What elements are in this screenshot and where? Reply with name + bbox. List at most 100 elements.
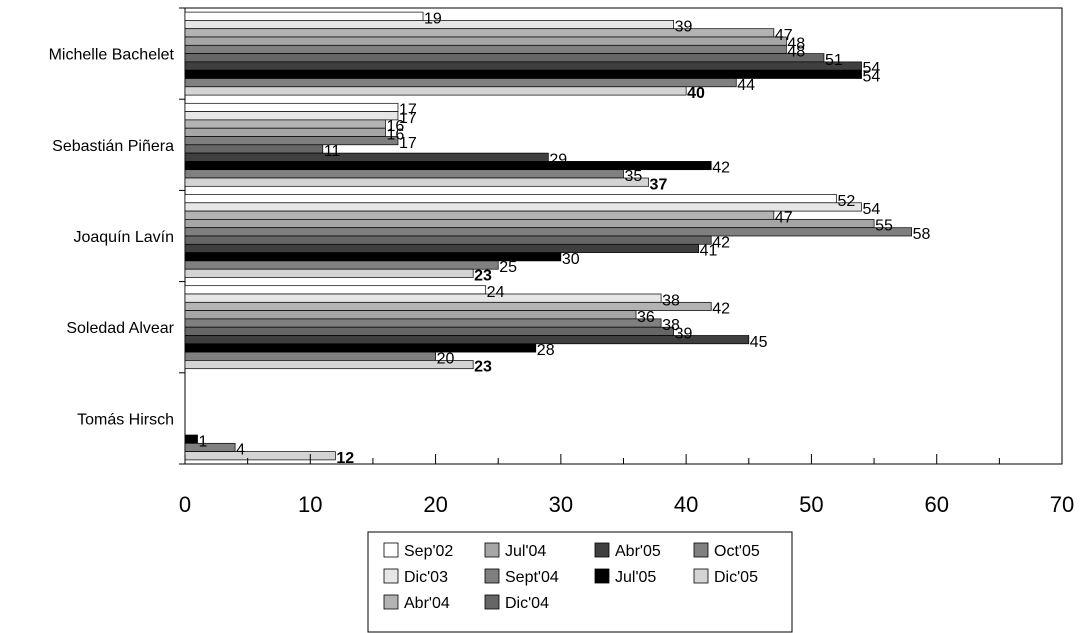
- data-label: 39: [675, 19, 693, 36]
- legend-label: Jul'05: [615, 569, 656, 586]
- x-tick-label: 70: [1050, 492, 1074, 517]
- data-label: 37: [650, 176, 668, 193]
- bar: [184, 310, 637, 320]
- legend-box: [367, 531, 793, 633]
- bar: [184, 351, 436, 361]
- bar: [184, 69, 862, 79]
- data-label: 41: [700, 243, 718, 260]
- x-tick-label: 40: [674, 492, 698, 517]
- data-label: 38: [662, 292, 680, 309]
- x-tick-label: 50: [799, 492, 823, 517]
- legend-label: Dic'05: [714, 569, 758, 586]
- bar: [184, 102, 399, 112]
- bar: [184, 243, 700, 253]
- data-label: 25: [499, 259, 517, 276]
- data-label: 45: [750, 334, 768, 351]
- legend-label: Oct'05: [714, 543, 760, 560]
- bars-layer: [184, 11, 913, 461]
- bar: [184, 119, 386, 129]
- bar: [184, 268, 474, 278]
- bar: [184, 219, 875, 229]
- category-label: Michelle Bachelet: [49, 47, 175, 64]
- bar: [184, 177, 649, 187]
- bar: [184, 194, 837, 204]
- data-label: 4: [236, 442, 245, 459]
- data-label: 20: [437, 350, 455, 367]
- data-label: 48: [787, 35, 805, 52]
- x-tick-label: 20: [423, 492, 447, 517]
- bar: [184, 169, 624, 179]
- data-label: 16: [386, 127, 404, 144]
- bar: [184, 202, 862, 212]
- data-label: 54: [863, 60, 881, 77]
- bar: [184, 127, 386, 137]
- x-tick-label: 60: [924, 492, 948, 517]
- legend-swatch: [594, 568, 610, 584]
- legend-swatch: [383, 594, 399, 610]
- x-tick-label: 10: [298, 492, 322, 517]
- data-label: 17: [399, 102, 417, 119]
- data-label: 42: [712, 234, 730, 251]
- category-label: Soledad Alvear: [66, 320, 174, 337]
- data-label: 16: [386, 118, 404, 135]
- data-label: 52: [837, 193, 855, 210]
- legend: Sep'02 Jul'04 Abr'05 Oct'05 Dic'03 Sept'04 Jul…: [367, 531, 793, 633]
- data-label: 19: [424, 10, 442, 27]
- data-label: 28: [537, 342, 555, 359]
- data-label: 23: [474, 268, 492, 285]
- bar: [184, 152, 549, 162]
- bar: [184, 144, 324, 154]
- data-label: 44: [737, 77, 755, 94]
- x-tick-label: 30: [549, 492, 573, 517]
- bar: [184, 44, 787, 54]
- bar: [184, 318, 662, 328]
- bar: [184, 235, 712, 245]
- data-label: 55: [875, 218, 893, 235]
- legend-swatch: [594, 542, 610, 558]
- bar: [184, 360, 474, 370]
- bar: [184, 442, 236, 452]
- legend-label: Jul'04: [505, 543, 546, 560]
- legend-label: Dic'03: [404, 569, 448, 586]
- bar: [184, 61, 862, 71]
- data-label: 36: [637, 309, 655, 326]
- bar: [184, 210, 775, 220]
- data-label: 12: [336, 450, 354, 467]
- data-label: 42: [712, 301, 730, 318]
- labels-layer: Michelle Bachelet Sebastián Piñera Joaquín…: [49, 10, 1075, 517]
- bar: [184, 293, 662, 303]
- x-tick-label: 0: [179, 492, 191, 517]
- data-label: 17: [399, 135, 417, 152]
- bar: [184, 285, 487, 295]
- data-label: 54: [863, 69, 881, 86]
- legend-swatch: [693, 542, 709, 558]
- data-label: 11: [324, 143, 341, 160]
- legend-label: Sept'04: [505, 569, 559, 586]
- bar: [184, 136, 399, 146]
- data-label: 42: [712, 160, 730, 177]
- data-label: 48: [787, 44, 805, 61]
- data-label: 38: [662, 317, 680, 334]
- bar: [184, 36, 787, 46]
- bar: [184, 260, 499, 270]
- data-label: 29: [549, 151, 567, 168]
- bar: [184, 343, 537, 353]
- bar: [184, 326, 674, 336]
- data-label: 39: [675, 326, 693, 343]
- legend-label: Dic'04: [505, 595, 549, 612]
- bar: [184, 451, 336, 461]
- data-label: 58: [913, 226, 931, 243]
- legend-swatch: [484, 594, 500, 610]
- data-label: 1: [199, 433, 208, 450]
- bar: [184, 301, 712, 311]
- bar: [184, 86, 687, 96]
- category-label: Sebastián Piñera: [52, 138, 174, 155]
- axes-layer: [179, 7, 1063, 465]
- data-label: 51: [825, 52, 843, 69]
- bar: [184, 78, 737, 88]
- data-label: 35: [625, 168, 643, 185]
- data-label: 47: [775, 209, 793, 226]
- legend-swatch: [693, 568, 709, 584]
- data-label: 40: [687, 85, 705, 102]
- bar: [184, 53, 825, 63]
